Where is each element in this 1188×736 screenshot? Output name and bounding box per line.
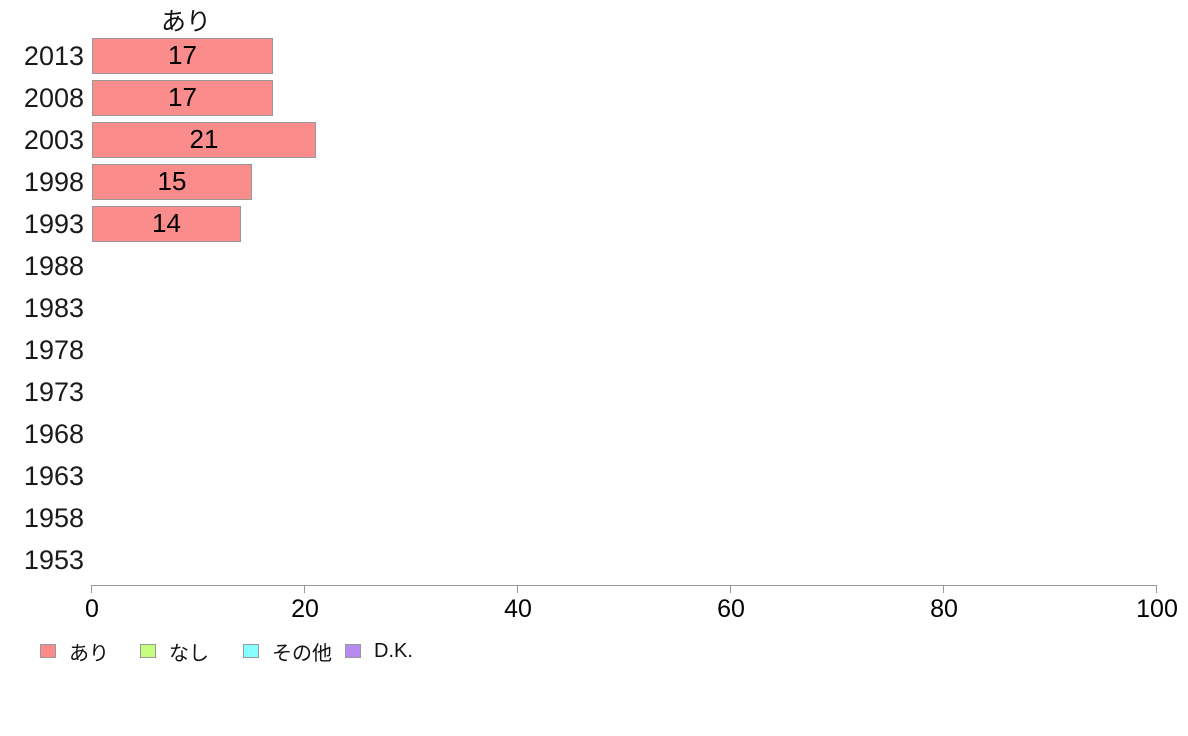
x-axis-tick-label: 40 <box>504 595 532 623</box>
bar: 15 <box>92 164 252 200</box>
x-axis-tick-label: 60 <box>717 595 745 623</box>
bar: 17 <box>92 38 273 74</box>
legend-label: あり <box>69 642 109 665</box>
y-axis-label: 1983 <box>23 293 84 323</box>
bar-value-label: 17 <box>168 40 197 70</box>
x-axis-tick-label: 0 <box>85 595 99 623</box>
y-axis-label: 1998 <box>23 167 84 197</box>
y-axis-label: 1958 <box>23 503 84 533</box>
bar: 17 <box>92 80 273 116</box>
chart-title: あり <box>160 8 212 36</box>
bar: 21 <box>92 122 316 158</box>
y-axis-label: 1988 <box>23 251 84 281</box>
x-axis-tick-label: 80 <box>930 595 958 623</box>
legend-swatch-icon <box>140 644 156 658</box>
y-axis-label: 1993 <box>23 209 84 239</box>
y-axis-label: 2008 <box>23 83 84 113</box>
x-axis-tick <box>943 585 944 593</box>
legend-label: D.K. <box>374 639 413 662</box>
bar-value-label: 17 <box>168 82 197 112</box>
legend-item: その他 <box>243 638 332 665</box>
y-axis-label: 1968 <box>23 419 84 449</box>
legend-item: D.K. <box>345 638 413 664</box>
legend-label: その他 <box>272 642 332 665</box>
bar-value-label: 15 <box>157 166 187 196</box>
legend-swatch-icon <box>243 644 259 658</box>
legend-item: なし <box>140 638 209 665</box>
y-axis-label: 1963 <box>23 461 84 491</box>
legend-swatch-icon <box>345 644 361 658</box>
bar: 14 <box>92 206 241 242</box>
bar-value-label: 14 <box>152 208 181 238</box>
x-axis-tick <box>730 585 731 593</box>
x-axis-tick <box>304 585 305 593</box>
x-axis-tick <box>1156 585 1157 593</box>
y-axis-label: 1953 <box>23 545 84 575</box>
x-axis-tick <box>517 585 518 593</box>
x-axis-tick <box>91 585 92 593</box>
legend-swatch-icon <box>40 644 56 658</box>
x-axis-tick-label: 20 <box>291 595 319 623</box>
x-axis-line <box>92 585 1157 586</box>
y-axis-label: 1978 <box>23 335 84 365</box>
bar-value-label: 21 <box>189 124 219 154</box>
legend-item: あり <box>40 638 109 665</box>
y-axis-label: 2013 <box>23 41 84 71</box>
x-axis-tick-label: 100 <box>1136 595 1178 623</box>
y-axis-label: 1973 <box>23 377 84 407</box>
legend-label: なし <box>169 642 209 665</box>
y-axis-label: 2003 <box>23 125 84 155</box>
